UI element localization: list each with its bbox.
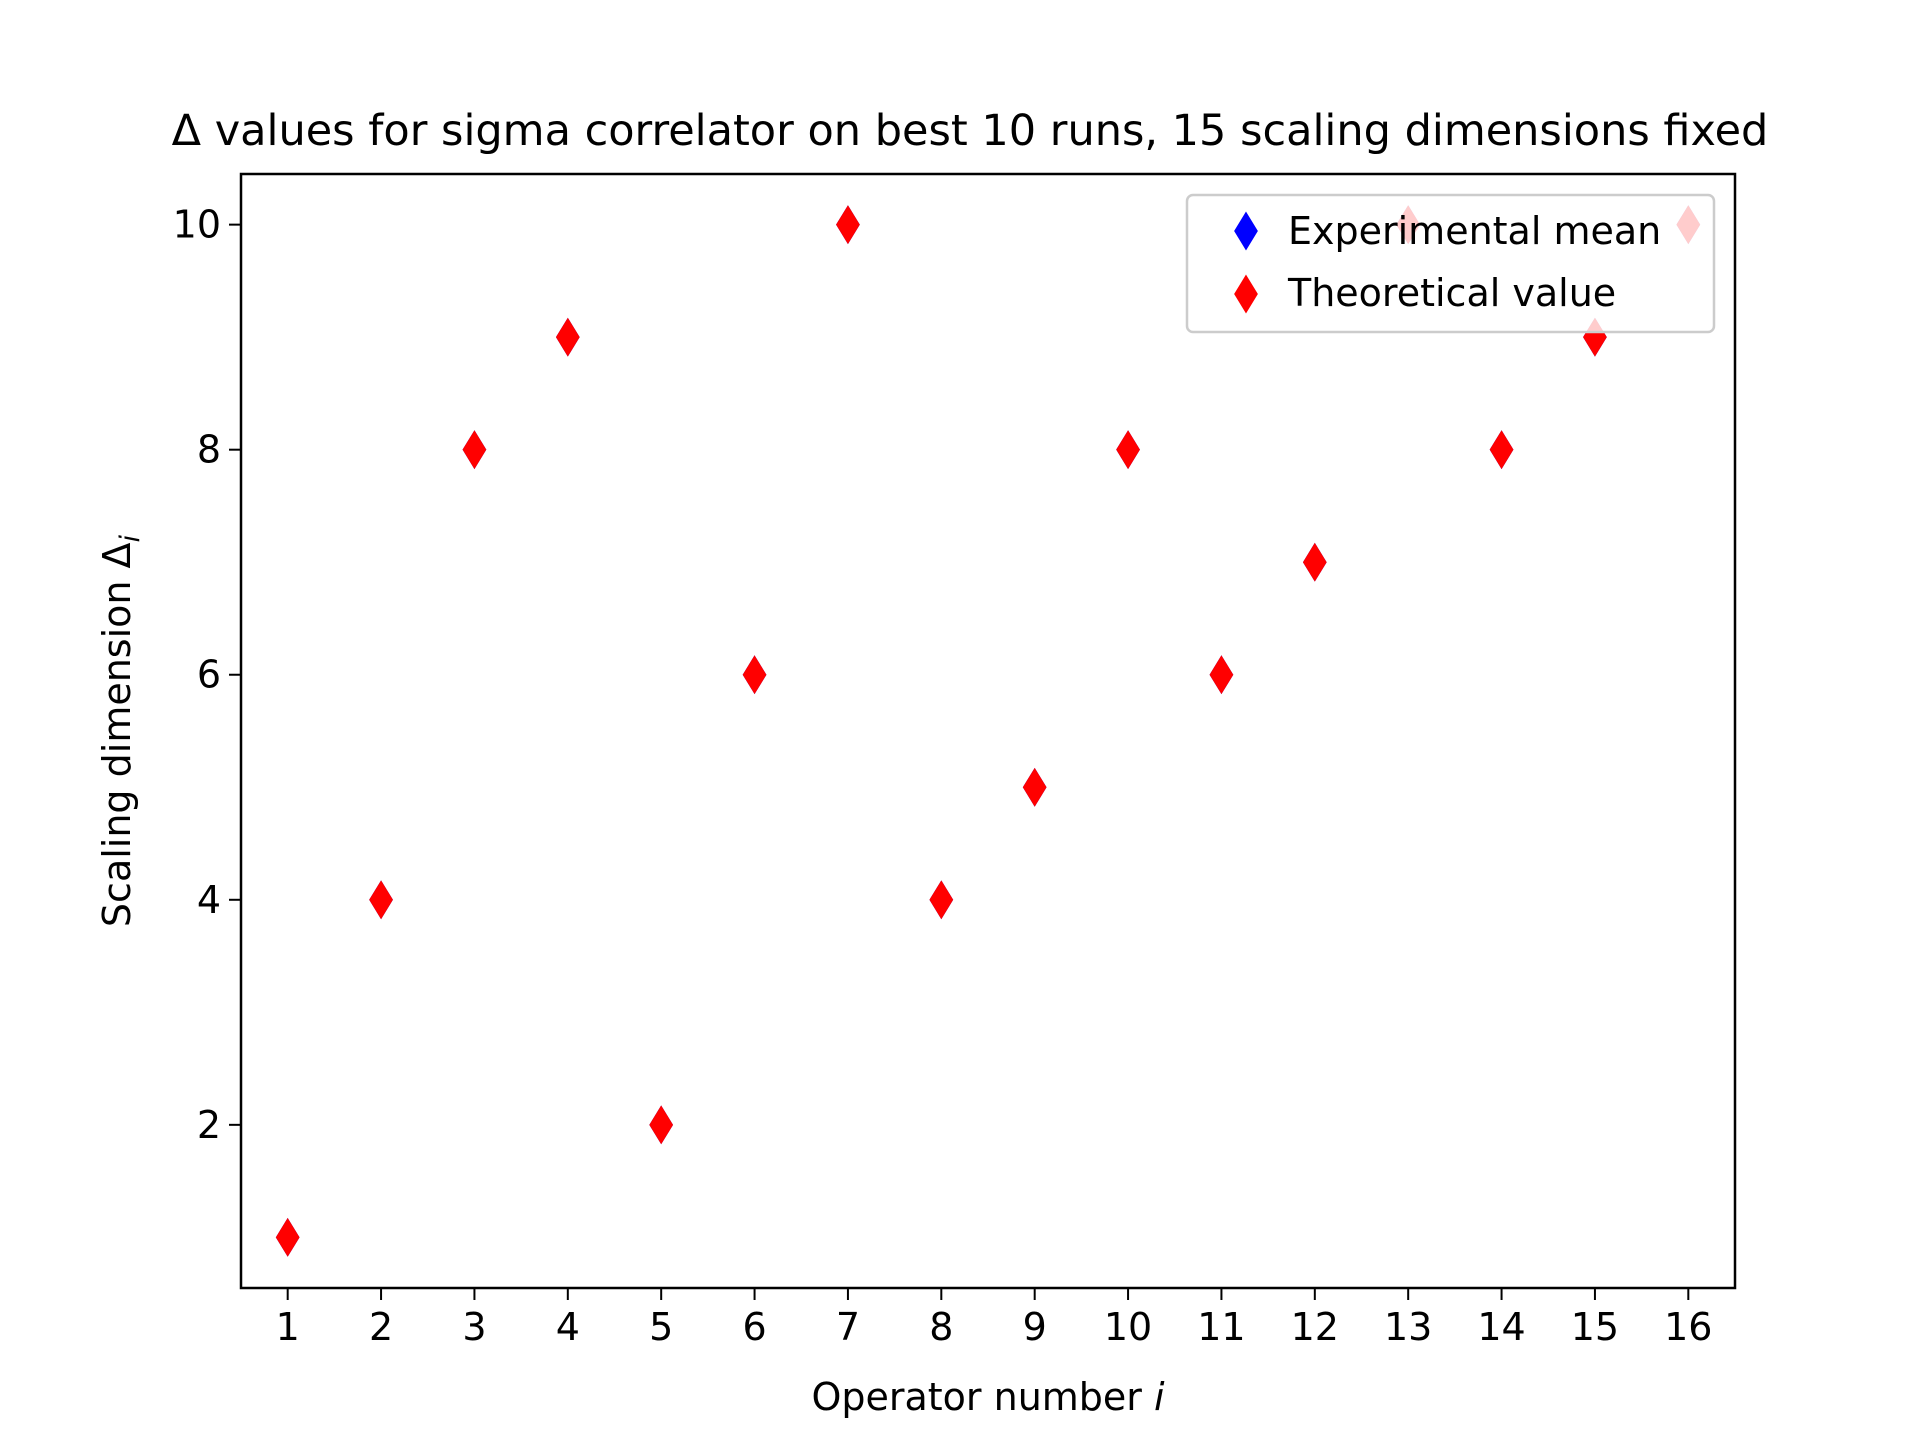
theoretical-value-point bbox=[649, 1105, 674, 1145]
y-axis-label: Scaling dimension Δi bbox=[95, 534, 146, 927]
y-tick-label: 10 bbox=[173, 203, 221, 247]
x-tick-label: 16 bbox=[1664, 1305, 1712, 1349]
y-tick-label: 6 bbox=[197, 653, 221, 697]
theoretical-value-point bbox=[555, 317, 580, 357]
theoretical-value-point bbox=[836, 205, 860, 245]
x-tick-label: 11 bbox=[1197, 1305, 1245, 1349]
x-tick-label: 10 bbox=[1104, 1305, 1152, 1349]
theoretical-value-point bbox=[1209, 655, 1234, 695]
theoretical-value-point bbox=[369, 880, 393, 920]
legend-label-theoretical: Theoretical value bbox=[1287, 271, 1616, 315]
plot-frame bbox=[239, 172, 1737, 1290]
y-axis-ticks: 2 4 6 8 10 bbox=[173, 203, 241, 1147]
x-tick-label: 7 bbox=[836, 1305, 860, 1349]
x-tick-label: 1 bbox=[276, 1305, 300, 1349]
x-tick-label: 5 bbox=[649, 1305, 673, 1349]
theoretical-value-point bbox=[1489, 430, 1514, 470]
legend-marker-experimental bbox=[1234, 211, 1258, 251]
x-tick-label: 4 bbox=[556, 1305, 580, 1349]
y-tick-label: 4 bbox=[197, 878, 221, 922]
theoretical-value-point bbox=[1022, 767, 1047, 807]
x-axis-label-variable: i bbox=[1154, 1375, 1165, 1419]
theoretical-value-point bbox=[1302, 542, 1327, 582]
legend-label-experimental: Experimental mean bbox=[1288, 209, 1661, 253]
x-tick-label: 14 bbox=[1477, 1305, 1525, 1349]
x-tick-label: 6 bbox=[742, 1305, 766, 1349]
x-tick-label: 9 bbox=[1023, 1305, 1047, 1349]
x-axis-label: Operator number i bbox=[811, 1375, 1165, 1419]
plot-area bbox=[241, 174, 1735, 1288]
legend: Experimental mean Theoretical value bbox=[1185, 193, 1716, 334]
theoretical-value-point bbox=[462, 430, 487, 470]
x-tick-label: 8 bbox=[929, 1305, 953, 1349]
chart-title: Δ values for sigma correlator on best 10… bbox=[172, 106, 1769, 156]
x-tick-label: 2 bbox=[369, 1305, 393, 1349]
y-tick-label: 2 bbox=[197, 1103, 221, 1147]
y-tick-label: 8 bbox=[197, 428, 221, 472]
x-tick-label: 15 bbox=[1571, 1305, 1619, 1349]
theoretical-value-point bbox=[742, 655, 767, 695]
x-tick-label: 3 bbox=[462, 1305, 486, 1349]
theoretical-value-point bbox=[929, 880, 954, 920]
y-axis-label-subscript: i bbox=[115, 534, 146, 542]
x-axis-label-text: Operator number bbox=[811, 1375, 1154, 1419]
y-axis-label-text: Scaling dimension Δ bbox=[95, 542, 139, 927]
legend-marker-theoretical bbox=[1234, 274, 1258, 314]
theoretical-value-point bbox=[275, 1217, 300, 1257]
x-axis-ticks: 1 2 3 4 5 6 7 8 9 10 11 12 13 14 15 16 bbox=[276, 1288, 1712, 1349]
x-tick-label: 12 bbox=[1291, 1305, 1339, 1349]
x-tick-label: 13 bbox=[1384, 1305, 1432, 1349]
legend-frame bbox=[1185, 193, 1716, 334]
theoretical-value-point bbox=[1116, 430, 1140, 470]
